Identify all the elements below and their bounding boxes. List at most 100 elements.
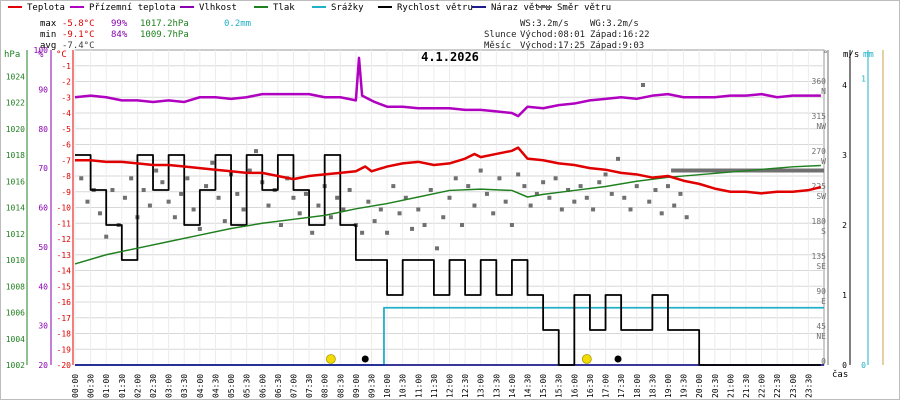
info-sunrise: Východ:08:01 [520,30,585,40]
x-tick-label: 23:30 [804,374,813,398]
stat-avg-temp: -7.4°C [62,41,95,51]
direction-point [478,168,483,173]
temperature-tick: -4 [61,109,71,118]
pressure-tick: 1004 [6,335,25,344]
temperature-tick: -7 [61,156,71,165]
x-tick-label: 19:30 [680,374,689,398]
unit-humidity: % [38,50,44,60]
direction-point [341,207,346,212]
direction-point [634,184,639,189]
direction-point [254,149,259,154]
pressure-tick: 1024 [6,72,25,81]
humidity-tick: 100 [34,46,49,55]
direction-point [684,215,689,220]
x-tick-label: 02:00 [133,374,142,398]
temperature-tick: -5 [61,125,71,134]
x-tick-label: 01:30 [118,374,127,398]
direction-point [191,207,196,212]
x-tick-label: 11:00 [414,374,423,398]
temperature-tick: -20 [57,361,72,370]
legend-label-3: Tlak [273,3,295,13]
x-tick-label: 00:00 [71,374,80,398]
direction-point [416,207,421,212]
direction-point [216,195,221,200]
humidity-tick: 40 [38,282,48,291]
direction-point [559,207,564,212]
pressure-tick: 1012 [6,230,25,239]
info-moon: Měsíc [484,41,511,51]
unit-pressure: hPa [4,50,20,60]
direction-point [609,191,614,196]
direction-cardinal: NE [816,332,826,341]
direction-point [566,188,571,192]
unit-direction: ° [823,50,828,60]
x-tick-label: 17:00 [602,374,611,398]
temperature-tick: -2 [61,78,71,87]
pressure-tick: 1006 [6,309,25,318]
stat-max-hum: 99% [111,19,128,29]
direction-point [247,168,252,173]
direction-point [603,172,608,177]
direction-cardinal: SE [816,262,826,271]
x-tick-label: 05:30 [243,374,252,398]
x-tick-label: 07:30 [305,374,314,398]
direction-point [584,195,589,200]
x-tick-label: 18:30 [648,374,657,398]
direction-tick: 270 [812,147,827,156]
direction-point [385,230,390,235]
direction-point [672,203,677,208]
stat-max-temp: -5.8°C [62,19,95,29]
direction-point [659,211,664,216]
direction-cardinal: SW [816,192,826,201]
stat-max-label: max [40,19,57,29]
direction-point [578,184,583,189]
direction-tick: 315 [812,112,827,121]
x-tick-label: 15:00 [539,374,548,398]
pressure-tick: 1008 [6,282,25,291]
humidity-tick: 20 [38,361,48,370]
unit-wind: m/s [843,50,859,60]
direction-point [616,156,621,161]
temperature-tick: -18 [57,330,72,339]
direction-point [665,184,670,189]
direction-tick: 0 [821,357,826,366]
legend-label-7: Směr větru [557,3,611,13]
x-tick-label: 05:00 [227,374,236,398]
direction-point [222,219,227,224]
temperature-tick: -17 [57,314,72,323]
x-axis-label: čas [832,369,848,380]
stats-block: max -5.8°C 99% 1017.2hPa 0.2mm min -9.1°… [40,19,251,51]
x-tick-label: 09:00 [352,374,361,398]
direction-tick: 90 [816,287,826,296]
x-axis-ticks: 00:00 00:30 01:00 01:30 02:00 02:30 03:00 03:30… [71,374,813,398]
direction-point [391,184,396,189]
direction-point [410,226,415,231]
direction-point [372,219,377,224]
pressure-tick: 1002 [6,361,25,370]
unit-temperature: °C [56,50,67,60]
x-tick-label: 10:00 [383,374,392,398]
stat-min-hum: 84% [111,30,128,40]
x-tick-label: 02:30 [149,374,158,398]
direction-point [122,195,127,200]
legend-label-6: Náraz větru [491,3,551,13]
x-tick-label: 13:30 [492,374,501,398]
x-tick-label: 18:00 [633,374,642,398]
direction-point [591,207,596,212]
direction-point [472,203,477,208]
direction-point [310,230,315,235]
x-tick-label: 07:00 [289,374,298,398]
direction-point [360,230,365,235]
wind-tick: 3 [842,151,847,160]
temperature-tick: -9 [61,188,71,197]
direction-point [85,199,90,204]
direction-point [509,223,514,227]
direction-point [534,191,539,196]
direction-point [110,188,115,192]
direction-point [516,172,521,177]
series-lines [74,56,824,366]
x-tick-label: 16:30 [586,374,595,398]
stat-min-temp: -9.1°C [62,30,95,40]
info-sun: Slunce [484,30,517,40]
